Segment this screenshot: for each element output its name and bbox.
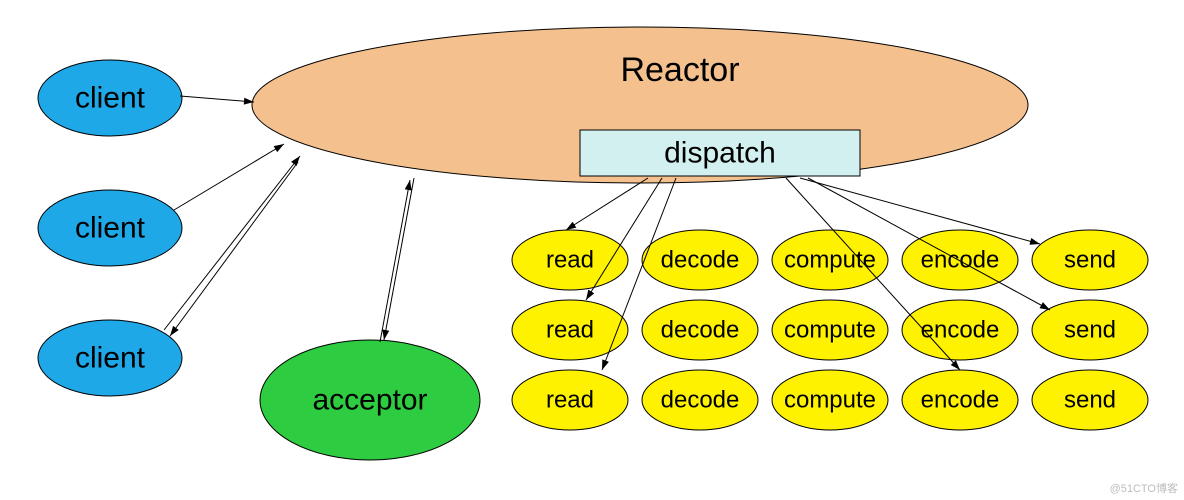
diagram-canvas: Reactor dispatch client client client accepto…: [0, 0, 1184, 500]
svg-text:send: send: [1064, 387, 1116, 414]
svg-text:decode: decode: [661, 387, 740, 414]
svg-text:compute: compute: [784, 387, 876, 414]
stage-send-1: send: [1032, 300, 1148, 360]
svg-text:send: send: [1064, 317, 1116, 344]
watermark: @51CTO博客: [1110, 480, 1178, 496]
stage-send-2: send: [1032, 370, 1148, 430]
svg-text:acceptor: acceptor: [312, 384, 427, 417]
svg-text:decode: decode: [661, 317, 740, 344]
svg-text:client: client: [75, 82, 146, 115]
svg-text:dispatch: dispatch: [664, 137, 776, 170]
edge-arrow: [382, 178, 414, 340]
stage-send-0: send: [1032, 230, 1148, 290]
edge-arrow: [174, 144, 284, 210]
edge-arrow: [164, 156, 300, 330]
svg-text:send: send: [1064, 247, 1116, 274]
svg-text:read: read: [546, 387, 594, 414]
stage-compute-1: compute: [772, 300, 888, 360]
stage-compute-0: compute: [772, 230, 888, 290]
edge-arrow: [380, 180, 412, 342]
svg-text:Reactor: Reactor: [620, 51, 739, 89]
stage-encode-1: encode: [902, 300, 1018, 360]
stage-read-2: read: [512, 370, 628, 430]
svg-text:client: client: [75, 212, 146, 245]
client-node-1: client: [38, 190, 182, 266]
svg-text:compute: compute: [784, 317, 876, 344]
edge-arrow: [170, 162, 298, 336]
stage-read-1: read: [512, 300, 628, 360]
svg-text:client: client: [75, 342, 146, 375]
svg-text:decode: decode: [661, 247, 740, 274]
edge-arrow: [180, 96, 254, 105]
stage-encode-2: encode: [902, 370, 1018, 430]
stage-compute-2: compute: [772, 370, 888, 430]
svg-text:read: read: [546, 247, 594, 274]
svg-text:encode: encode: [921, 247, 1000, 274]
edge-arrow: [566, 178, 648, 230]
client-node-0: client: [38, 60, 182, 136]
stage-decode-0: decode: [642, 230, 758, 290]
svg-text:compute: compute: [784, 247, 876, 274]
stage-decode-1: decode: [642, 300, 758, 360]
dispatch-node: dispatch: [580, 130, 860, 176]
svg-text:encode: encode: [921, 387, 1000, 414]
stage-decode-2: decode: [642, 370, 758, 430]
acceptor-node: acceptor: [260, 340, 480, 460]
svg-text:read: read: [546, 317, 594, 344]
client-node-2: client: [38, 320, 182, 396]
